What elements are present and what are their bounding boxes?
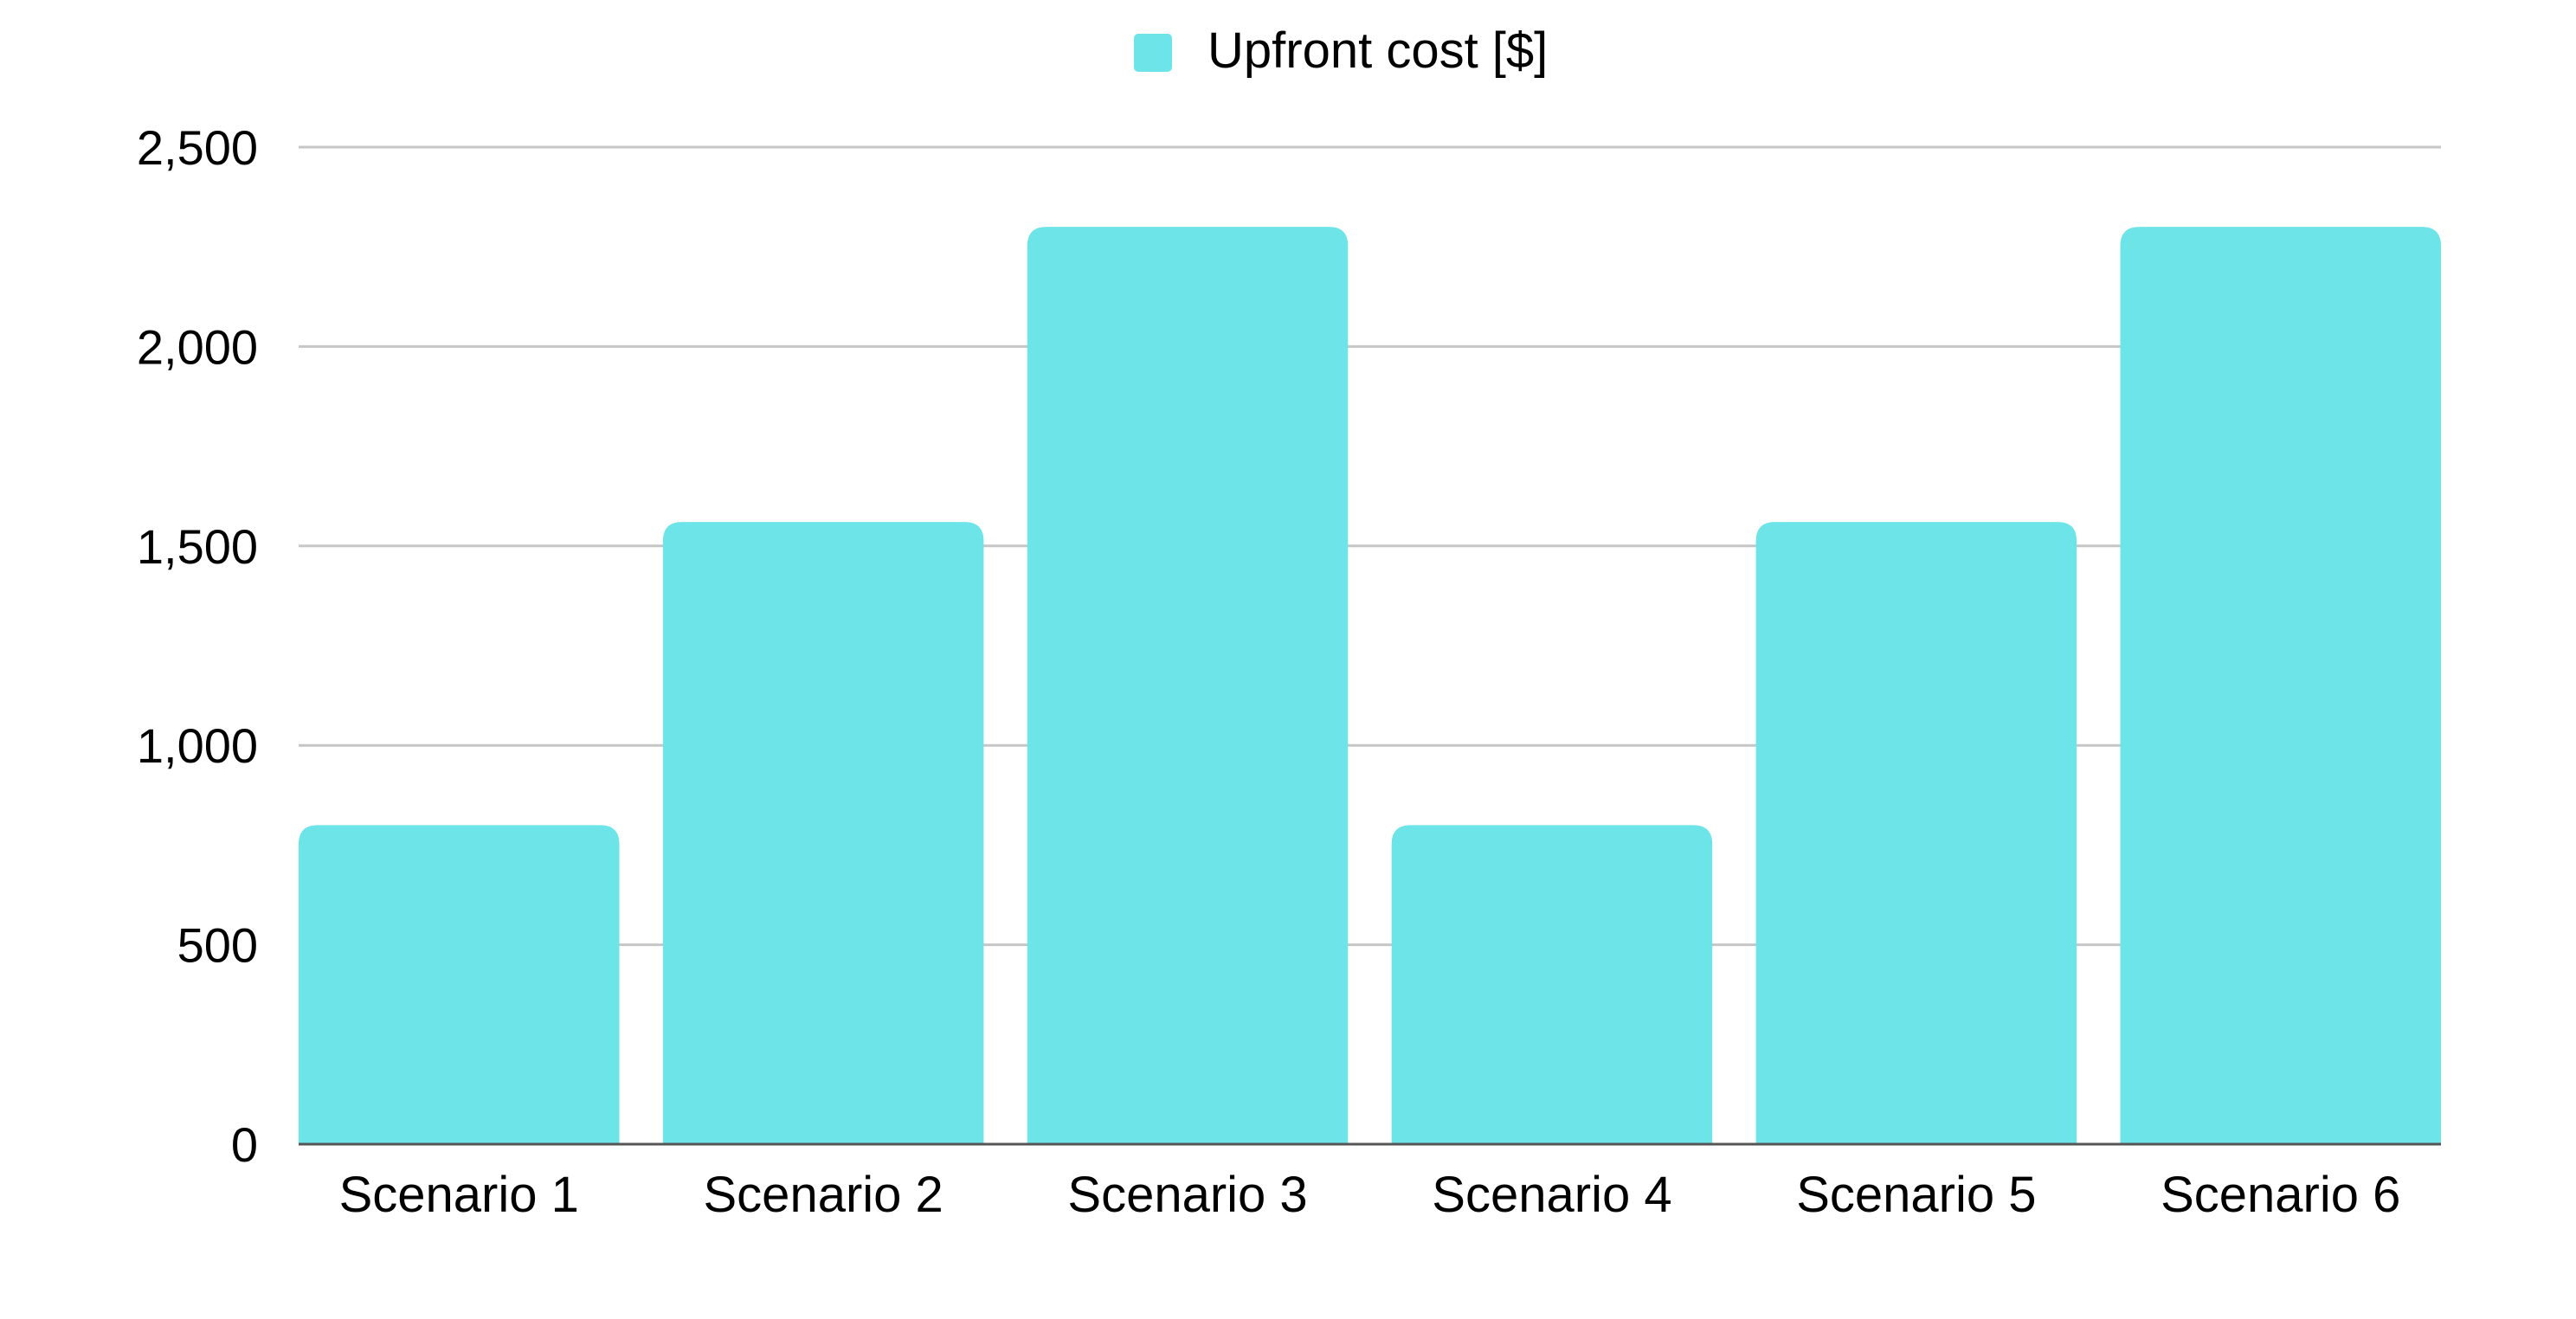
x-category-label: Scenario 6 [2161, 1167, 2400, 1223]
gridlines [299, 145, 2441, 947]
bars [299, 227, 2441, 1144]
legend: Upfront cost [$] [1134, 23, 1548, 79]
x-category-label: Scenario 4 [1432, 1167, 1671, 1223]
legend-swatch [1134, 34, 1172, 72]
x-category-label: Scenario 2 [704, 1167, 943, 1223]
bar-scenario-6 [2120, 227, 2441, 1144]
y-tick-label: 1,000 [137, 718, 258, 773]
x-axis-category-labels: Scenario 1 Scenario 2 Scenario 3 Scenario 4… [339, 1167, 2401, 1223]
legend-entry-label: Upfront cost [$] [1208, 23, 1548, 79]
x-category-label: Scenario 5 [1796, 1167, 2036, 1223]
x-category-label: Scenario 3 [1067, 1167, 1307, 1223]
y-tick-label: 2,500 [137, 120, 258, 175]
y-tick-label: 1,500 [137, 519, 258, 574]
y-axis-tick-labels: 0 500 1,000 1,500 2,000 2,500 [137, 120, 258, 1172]
y-tick-label: 500 [177, 918, 258, 973]
bar-scenario-4 [1391, 825, 1713, 1144]
bar-scenario-1 [299, 825, 620, 1144]
bar-scenario-2 [662, 522, 984, 1144]
bar-scenario-3 [1027, 227, 1349, 1144]
y-tick-label: 2,000 [137, 319, 258, 374]
y-tick-label: 0 [231, 1117, 258, 1172]
bar-scenario-5 [1755, 522, 2077, 1144]
x-category-label: Scenario 1 [339, 1167, 579, 1223]
